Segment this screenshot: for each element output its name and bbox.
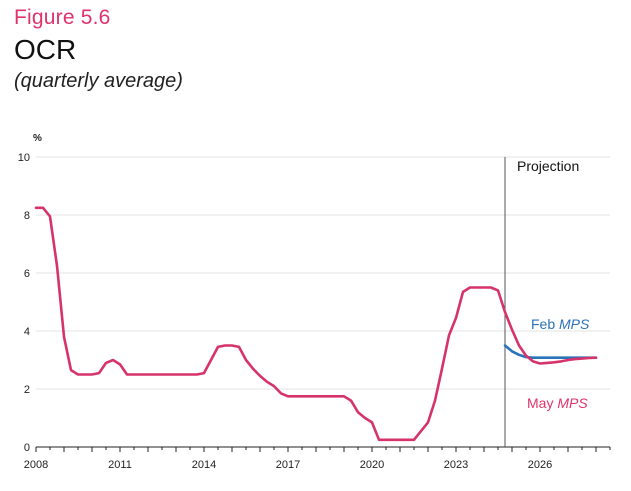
- may-mps-label-text: May: [527, 395, 557, 411]
- series-lines: [34, 206, 598, 442]
- feb-mps-label: Feb MPS: [531, 316, 590, 332]
- x-tick-label: 2020: [360, 459, 384, 471]
- feb-mps-label-text: Feb: [531, 316, 559, 332]
- x-tick-label: 2023: [444, 459, 468, 471]
- x-tick-label: 2026: [528, 459, 552, 471]
- y-tick-label: 6: [24, 268, 30, 280]
- y-tick-label: 8: [24, 210, 30, 222]
- may-mps-label-italic: MPS: [557, 395, 588, 411]
- chart-subtitle: (quarterly average): [14, 70, 183, 92]
- gridlines: [36, 156, 610, 390]
- y-tick-label: 4: [24, 326, 30, 338]
- feb-mps-label-italic: MPS: [559, 316, 590, 332]
- y-tick-label: 2: [24, 384, 30, 396]
- x-tick-label: 2014: [192, 459, 216, 471]
- projection-label: Projection: [517, 158, 579, 174]
- x-tick-label: 2008: [24, 459, 48, 471]
- may-mps-label: May MPS: [527, 395, 588, 411]
- feb-mps-line: [503, 344, 598, 360]
- y-tick-label: 0: [24, 442, 30, 454]
- x-tick-label: 2017: [276, 459, 300, 471]
- figure-number: Figure 5.6: [14, 6, 111, 29]
- y-tick-label: 10: [18, 152, 30, 164]
- axes: 0 2 4 6 8 10% 2008 2011 2014 2017 2020 2023 2026: [18, 133, 611, 471]
- may-mps-line: [34, 206, 598, 442]
- y-axis-unit: %: [33, 133, 42, 144]
- x-tick-label: 2011: [108, 459, 132, 471]
- chart-title: OCR: [14, 34, 77, 65]
